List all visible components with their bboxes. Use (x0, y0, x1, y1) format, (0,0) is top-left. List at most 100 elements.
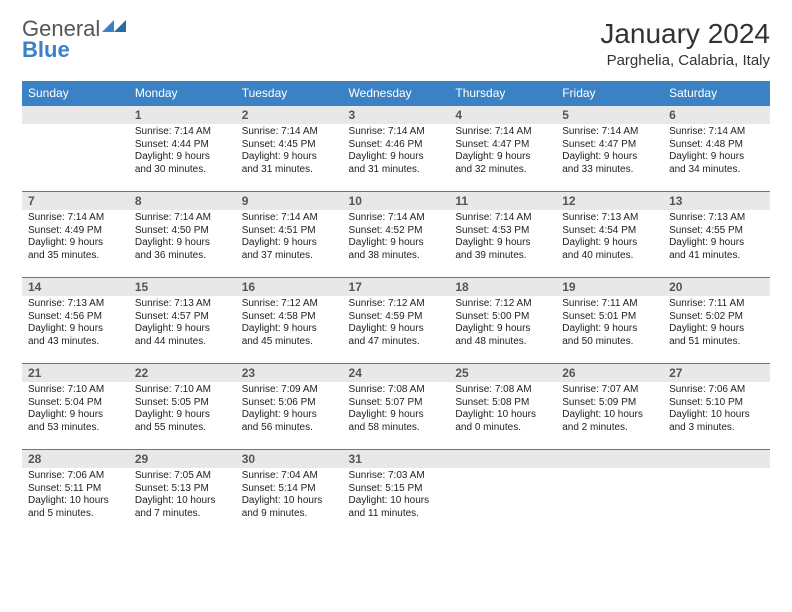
sunset-text: Sunset: 5:07 PM (349, 397, 444, 410)
daylight-line2: and 53 minutes. (28, 422, 123, 435)
daylight-line1: Daylight: 9 hours (562, 323, 657, 336)
sunset-text: Sunset: 5:09 PM (562, 397, 657, 410)
daylight-line2: and 34 minutes. (669, 164, 764, 177)
daylight-line1: Daylight: 9 hours (455, 323, 550, 336)
sunrise-text: Sunrise: 7:14 AM (28, 212, 123, 225)
sunrise-text: Sunrise: 7:10 AM (135, 384, 230, 397)
calendar-day-cell: 13Sunrise: 7:13 AMSunset: 4:55 PMDayligh… (663, 191, 770, 277)
calendar-day-cell: 12Sunrise: 7:13 AMSunset: 4:54 PMDayligh… (556, 191, 663, 277)
day-detail: Sunrise: 7:03 AMSunset: 5:15 PMDaylight:… (343, 468, 450, 524)
day-detail: Sunrise: 7:07 AMSunset: 5:09 PMDaylight:… (556, 382, 663, 438)
daylight-line1: Daylight: 9 hours (562, 151, 657, 164)
calendar-day-cell: 2Sunrise: 7:14 AMSunset: 4:45 PMDaylight… (236, 105, 343, 191)
weekday-header: Friday (556, 81, 663, 105)
day-number: 8 (129, 191, 236, 210)
day-detail: Sunrise: 7:14 AMSunset: 4:47 PMDaylight:… (556, 124, 663, 180)
daylight-line1: Daylight: 9 hours (455, 237, 550, 250)
sunrise-text: Sunrise: 7:14 AM (455, 212, 550, 225)
day-detail: Sunrise: 7:06 AMSunset: 5:11 PMDaylight:… (22, 468, 129, 524)
sunset-text: Sunset: 4:56 PM (28, 311, 123, 324)
sunset-text: Sunset: 5:02 PM (669, 311, 764, 324)
day-number: 15 (129, 277, 236, 296)
daylight-line2: and 51 minutes. (669, 336, 764, 349)
calendar-day-cell: 10Sunrise: 7:14 AMSunset: 4:52 PMDayligh… (343, 191, 450, 277)
sunset-text: Sunset: 4:57 PM (135, 311, 230, 324)
day-number: 19 (556, 277, 663, 296)
day-number: 22 (129, 363, 236, 382)
daylight-line1: Daylight: 9 hours (28, 237, 123, 250)
weekday-header: Monday (129, 81, 236, 105)
day-detail: Sunrise: 7:14 AMSunset: 4:51 PMDaylight:… (236, 210, 343, 266)
daylight-line2: and 5 minutes. (28, 508, 123, 521)
daylight-line1: Daylight: 9 hours (349, 409, 444, 422)
day-number: 17 (343, 277, 450, 296)
daylight-line2: and 9 minutes. (242, 508, 337, 521)
day-detail: Sunrise: 7:14 AMSunset: 4:52 PMDaylight:… (343, 210, 450, 266)
calendar-day-cell: 26Sunrise: 7:07 AMSunset: 5:09 PMDayligh… (556, 363, 663, 449)
sunrise-text: Sunrise: 7:14 AM (349, 126, 444, 139)
calendar-day-cell: 18Sunrise: 7:12 AMSunset: 5:00 PMDayligh… (449, 277, 556, 363)
calendar-day-cell: 16Sunrise: 7:12 AMSunset: 4:58 PMDayligh… (236, 277, 343, 363)
sunrise-text: Sunrise: 7:14 AM (242, 126, 337, 139)
sunset-text: Sunset: 5:13 PM (135, 483, 230, 496)
day-number: 21 (22, 363, 129, 382)
title-block: January 2024 Parghelia, Calabria, Italy (600, 18, 770, 69)
daylight-line2: and 0 minutes. (455, 422, 550, 435)
day-number: 1 (129, 105, 236, 124)
day-detail: Sunrise: 7:06 AMSunset: 5:10 PMDaylight:… (663, 382, 770, 438)
calendar-day-cell: 21Sunrise: 7:10 AMSunset: 5:04 PMDayligh… (22, 363, 129, 449)
calendar-day-cell: 3Sunrise: 7:14 AMSunset: 4:46 PMDaylight… (343, 105, 450, 191)
calendar-empty-cell (22, 105, 129, 191)
sunrise-text: Sunrise: 7:14 AM (562, 126, 657, 139)
day-detail: Sunrise: 7:12 AMSunset: 5:00 PMDaylight:… (449, 296, 556, 352)
calendar-day-cell: 30Sunrise: 7:04 AMSunset: 5:14 PMDayligh… (236, 449, 343, 535)
sunset-text: Sunset: 4:44 PM (135, 139, 230, 152)
daylight-line2: and 55 minutes. (135, 422, 230, 435)
calendar-week-row: 28Sunrise: 7:06 AMSunset: 5:11 PMDayligh… (22, 449, 770, 535)
day-number: 5 (556, 105, 663, 124)
daylight-line1: Daylight: 9 hours (669, 151, 764, 164)
sunset-text: Sunset: 4:47 PM (455, 139, 550, 152)
logo: General Blue (22, 18, 128, 61)
calendar-empty-cell (556, 449, 663, 535)
daylight-line2: and 31 minutes. (349, 164, 444, 177)
day-number: 29 (129, 449, 236, 468)
sunrise-text: Sunrise: 7:11 AM (562, 298, 657, 311)
daylight-line1: Daylight: 10 hours (349, 495, 444, 508)
sunrise-text: Sunrise: 7:12 AM (455, 298, 550, 311)
logo-word2: Blue (22, 40, 128, 61)
day-detail: Sunrise: 7:11 AMSunset: 5:01 PMDaylight:… (556, 296, 663, 352)
calendar-day-cell: 15Sunrise: 7:13 AMSunset: 4:57 PMDayligh… (129, 277, 236, 363)
sunrise-text: Sunrise: 7:14 AM (669, 126, 764, 139)
calendar-week-row: 7Sunrise: 7:14 AMSunset: 4:49 PMDaylight… (22, 191, 770, 277)
sunrise-text: Sunrise: 7:13 AM (135, 298, 230, 311)
daylight-line2: and 35 minutes. (28, 250, 123, 263)
daylight-line1: Daylight: 9 hours (349, 323, 444, 336)
daylight-line2: and 41 minutes. (669, 250, 764, 263)
day-number: 23 (236, 363, 343, 382)
daylight-line2: and 50 minutes. (562, 336, 657, 349)
sunset-text: Sunset: 5:05 PM (135, 397, 230, 410)
sunrise-text: Sunrise: 7:14 AM (242, 212, 337, 225)
daylight-line2: and 38 minutes. (349, 250, 444, 263)
day-number: 27 (663, 363, 770, 382)
day-number: 24 (343, 363, 450, 382)
calendar-body: 1 Sunrise: 7:14 AM Sunset: 4:44 PM Daylight… (22, 105, 770, 535)
daylight-line2: and 45 minutes. (242, 336, 337, 349)
sunset-text: Sunset: 5:15 PM (349, 483, 444, 496)
sunrise-text: Sunrise: 7:08 AM (455, 384, 550, 397)
sunrise-text: Sunrise: 7:09 AM (242, 384, 337, 397)
daylight-line1: Daylight: 10 hours (242, 495, 337, 508)
sunrise-text: Sunrise: 7:06 AM (28, 470, 123, 483)
sunset-text: Sunset: 4:52 PM (349, 225, 444, 238)
day-number: 26 (556, 363, 663, 382)
daylight-line2: and 47 minutes. (349, 336, 444, 349)
day-detail: Sunrise: 7:11 AMSunset: 5:02 PMDaylight:… (663, 296, 770, 352)
day-number: 7 (22, 191, 129, 210)
daylight-line1: Daylight: 9 hours (669, 323, 764, 336)
daylight-line2: and 30 minutes. (135, 164, 230, 177)
sunrise-text: Sunrise: 7:10 AM (28, 384, 123, 397)
day-number: 20 (663, 277, 770, 296)
sunset-text: Sunset: 5:08 PM (455, 397, 550, 410)
daylight-line1: Daylight: 9 hours (28, 409, 123, 422)
